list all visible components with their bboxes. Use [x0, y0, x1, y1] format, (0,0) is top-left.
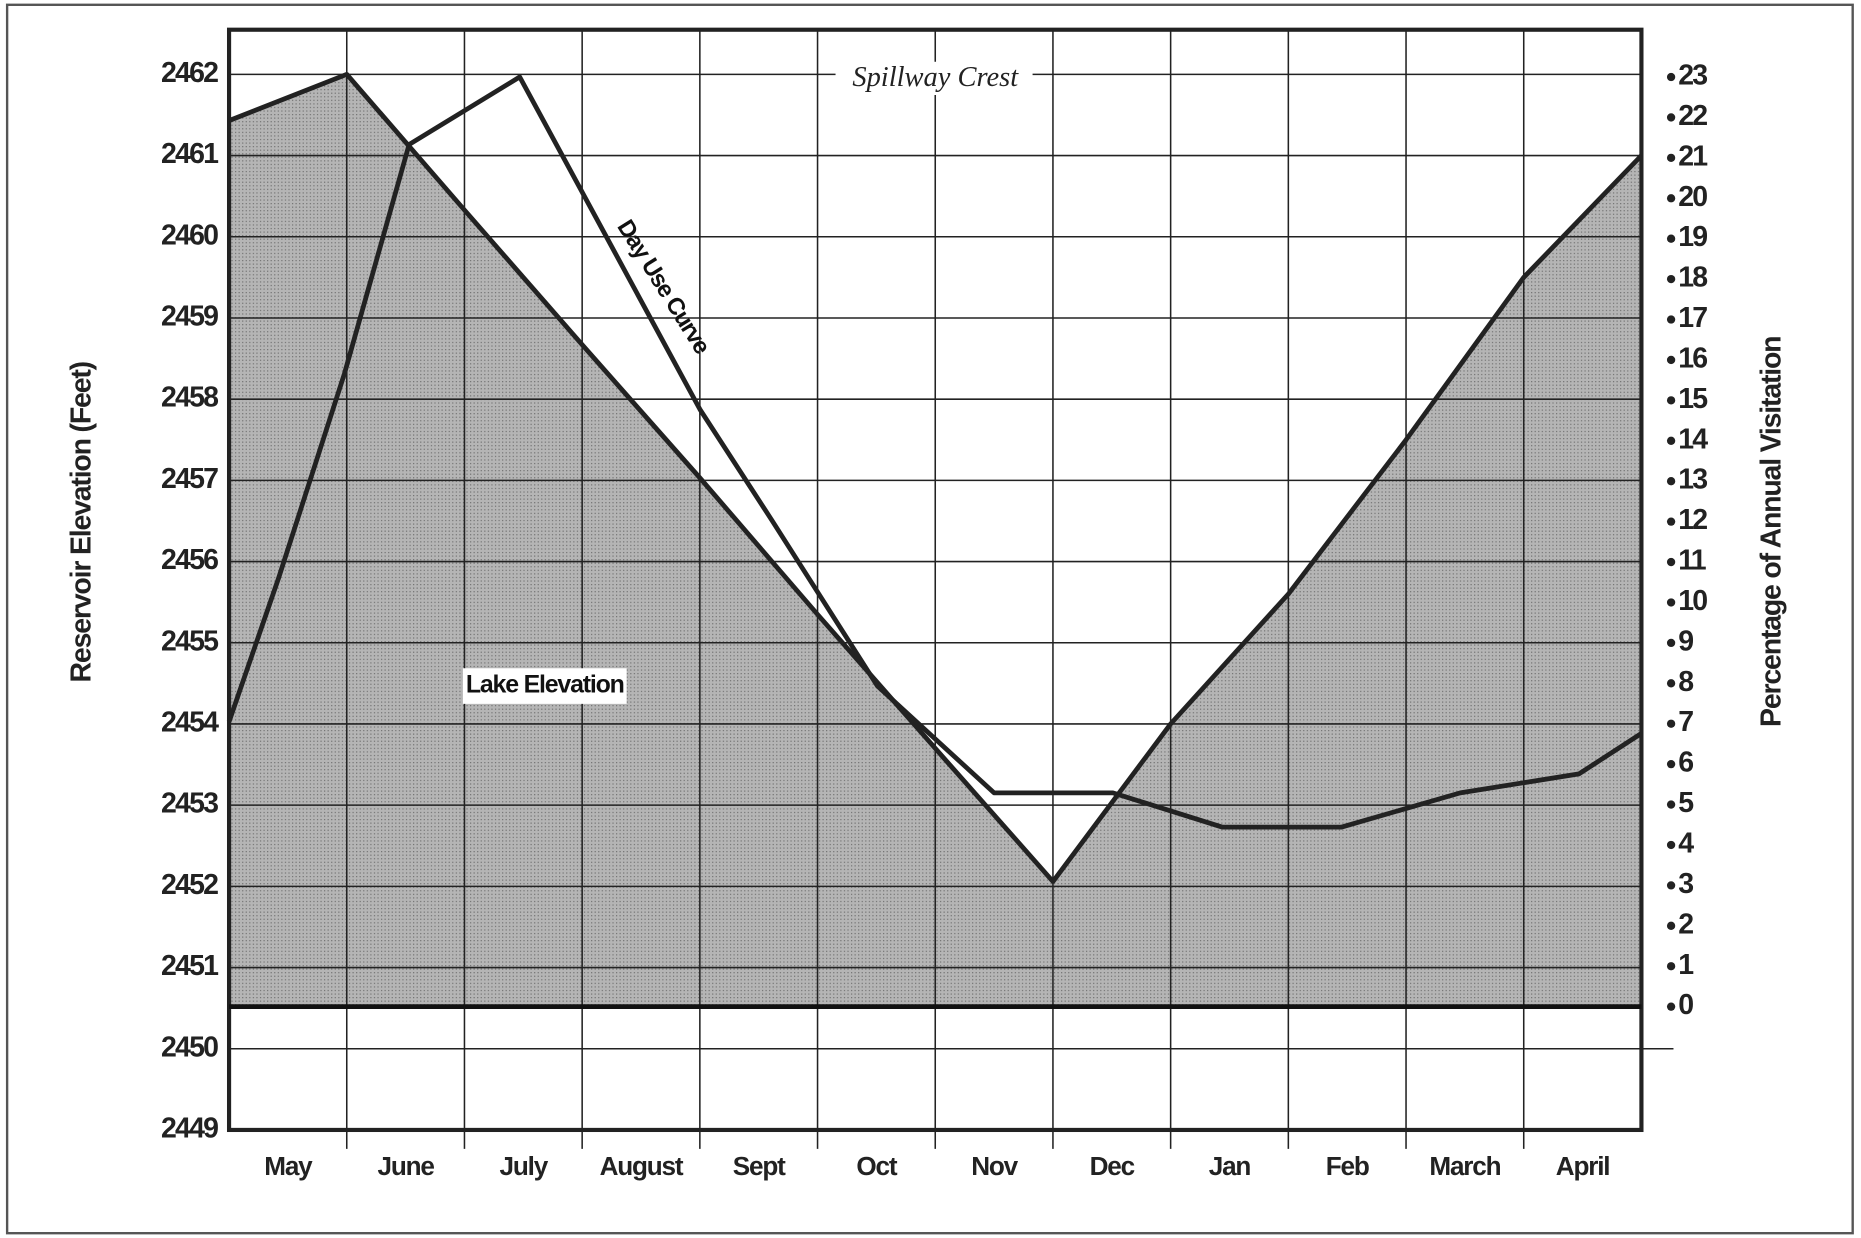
y2-tick-label: 20 [1678, 181, 1707, 213]
x-tick-label: April [1556, 1151, 1610, 1181]
annotation: Lake Elevation [466, 671, 624, 699]
y2-tick-mark [1666, 113, 1676, 122]
plot-frame [226, 27, 1644, 1133]
y-tick-label: 2456 [161, 544, 218, 576]
y-tick-label: 2452 [161, 869, 218, 901]
y2-tick-label: 19 [1678, 221, 1707, 253]
y-tick-label: 2462 [161, 57, 218, 89]
y2-tick-label: 15 [1678, 383, 1708, 415]
y2-tick-label: 18 [1678, 262, 1707, 294]
y2-tick-label: 7 [1678, 706, 1693, 738]
y2-tick-label: 21 [1678, 140, 1708, 172]
x-tick-label: Dec [1090, 1151, 1135, 1181]
y2-axis-title: Percentage of Annual Visitation [1756, 337, 1788, 727]
series-line [226, 74, 1643, 830]
y2-tick-mark [1666, 355, 1676, 365]
x-tick-label: Sept [733, 1151, 786, 1181]
x-tick-label: Jan [1209, 1151, 1251, 1181]
y2-tick-label: 12 [1678, 504, 1707, 536]
x-tick-label: March [1429, 1151, 1500, 1181]
y2-tick-mark [1666, 557, 1676, 567]
y2-tick-mark [1666, 153, 1676, 163]
y2-tick-label: 2 [1678, 908, 1693, 940]
y2-tick-mark [1666, 759, 1676, 769]
y2-tick-label: 6 [1678, 747, 1693, 779]
y-tick-label: 2461 [161, 138, 219, 170]
y-tick-label: 2449 [161, 1112, 218, 1144]
y2-tick-mark [1666, 719, 1676, 728]
y2-tick-label: 17 [1678, 302, 1707, 334]
y2-tick-label: 14 [1678, 423, 1708, 455]
y2-tick-label: 0 [1678, 989, 1693, 1021]
y2-tick-mark [1666, 436, 1676, 445]
y-tick-label: 2459 [161, 300, 218, 332]
y2-tick-mark [1666, 962, 1676, 971]
y2-tick-mark [1666, 234, 1676, 243]
y2-tick-label: 3 [1678, 868, 1693, 900]
y2-tick-mark [1666, 800, 1676, 809]
x-tick-label: July [500, 1151, 549, 1181]
y-tick-label: 2458 [161, 382, 218, 414]
y-axis-title: Reservoir Elevation (Feet) [66, 361, 98, 682]
y-tick-label: 2451 [161, 950, 219, 982]
y-tick-label: 2455 [161, 625, 219, 657]
y2-tick-mark [1666, 396, 1676, 405]
y-tick-label: 2457 [161, 463, 218, 495]
outer-border [5, 3, 1854, 1235]
y-tick-label: 2453 [161, 788, 218, 820]
y2-tick-mark [1666, 921, 1676, 930]
series-line [228, 71, 1644, 884]
y-tick-label: 2450 [161, 1031, 218, 1063]
y2-tick-mark [1666, 840, 1676, 850]
y2-tick-label: 22 [1678, 100, 1707, 132]
annotation: Spillway Crest [852, 62, 1019, 93]
y2-tick-label: 23 [1678, 60, 1707, 92]
x-tick-label: Feb [1326, 1151, 1369, 1181]
y2-tick-mark [1666, 274, 1676, 284]
y2-tick-label: 9 [1678, 625, 1693, 657]
y2-tick-label: 5 [1678, 787, 1694, 819]
annotation-bg [462, 668, 627, 704]
y-tick-label: 2460 [161, 219, 218, 251]
y2-tick-mark [1666, 477, 1676, 486]
y2-tick-label: 11 [1678, 545, 1706, 577]
y2-tick-label: 4 [1678, 828, 1694, 860]
x-tick-label: Nov [971, 1151, 1018, 1181]
y2-tick-mark [1666, 679, 1676, 688]
y2-tick-mark [1666, 315, 1676, 324]
y2-tick-label: 8 [1678, 666, 1693, 698]
y2-tick-mark [1666, 72, 1676, 82]
y-tick-label: 2454 [161, 706, 219, 738]
y2-tick-label: 16 [1678, 342, 1707, 374]
y2-tick-mark [1666, 1002, 1676, 1011]
x-tick-label: August [600, 1151, 684, 1181]
y2-tick-label: 13 [1678, 464, 1707, 496]
y2-tick-mark [1666, 517, 1676, 526]
y2-tick-mark [1666, 598, 1676, 607]
y2-tick-label: 10 [1678, 585, 1707, 617]
annotation-bg [835, 61, 1033, 96]
x-tick-label: May [264, 1151, 313, 1181]
y2-tick-mark [1666, 194, 1676, 203]
y2-tick-mark [1666, 881, 1676, 890]
y2-tick-mark [1666, 638, 1676, 648]
x-tick-label: Oct [856, 1151, 897, 1181]
x-tick-label: June [378, 1151, 435, 1181]
y2-tick-label: 1 [1678, 949, 1694, 981]
